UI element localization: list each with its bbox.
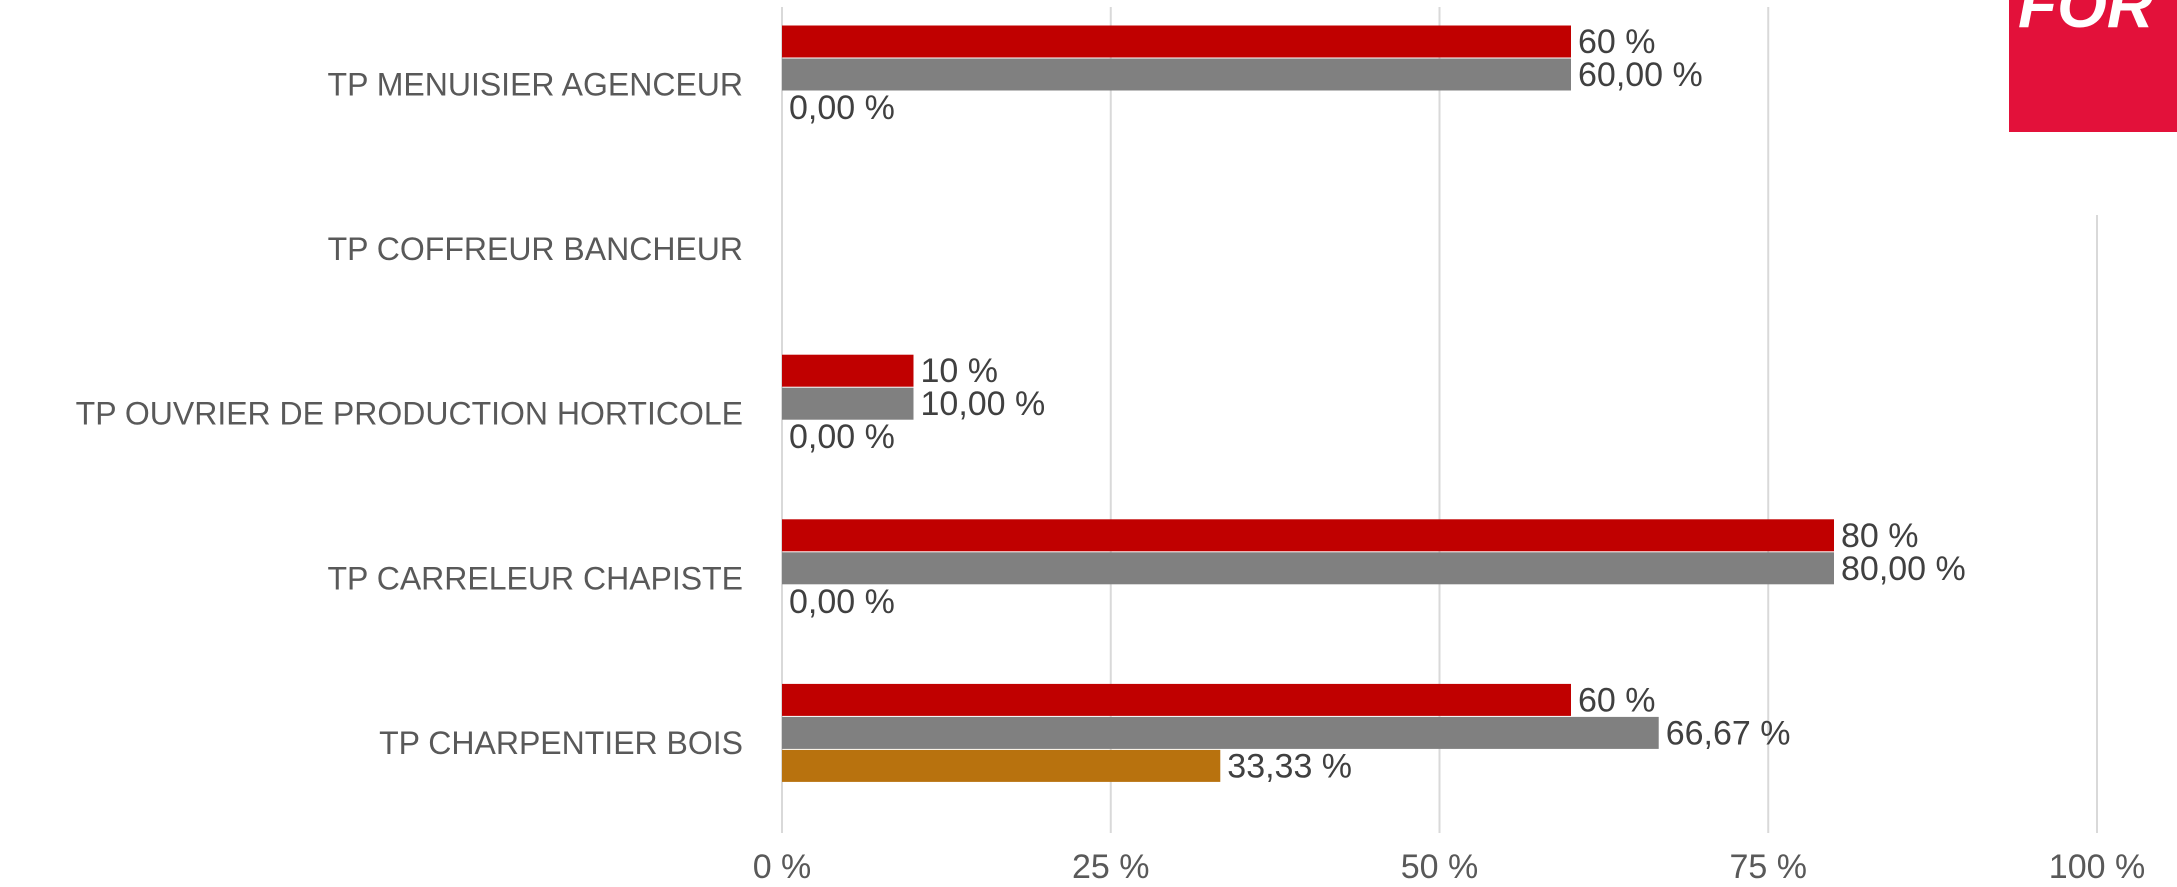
value-label: 66,67 % [1666,714,1791,752]
logo-box [2009,0,2177,132]
bar [782,552,1834,585]
value-label: 80,00 % [1841,550,1966,588]
x-tick-label: 25 % [1072,848,1150,886]
bar [782,716,1659,749]
value-label: 0,00 % [789,583,895,621]
x-tick-label: 100 % [2049,848,2145,886]
category-label: TP CHARPENTIER BOIS [379,725,743,761]
category-label: TP CARRELEUR CHAPISTE [328,560,744,596]
bar [782,749,1221,782]
bar [782,387,914,420]
value-label: 0,00 % [789,418,895,456]
value-label: 80 % [1841,517,1919,555]
value-label: 33,33 % [1227,747,1352,785]
value-label: 10 % [921,352,999,390]
value-label: 0,00 % [789,89,895,127]
value-label: 60 % [1578,23,1656,61]
x-tick-label: 75 % [1730,848,1808,886]
value-label: 10,00 % [921,385,1046,423]
logo: FOR [2009,0,2177,132]
value-label: 60 % [1578,681,1656,719]
bar [782,354,914,387]
bar [782,58,1571,91]
x-tick-label: 0 % [753,848,812,886]
category-label: TP COFFREUR BANCHEUR [328,231,743,267]
bar [782,25,1571,58]
bar [782,519,1834,552]
category-label: TP MENUISIER AGENCEUR [328,66,743,102]
category-label: TP OUVRIER DE PRODUCTION HORTICOLE [76,396,743,432]
value-label: 60,00 % [1578,56,1703,94]
logo-text: FOR [2018,0,2153,41]
bar [782,683,1571,716]
x-tick-label: 50 % [1401,848,1479,886]
